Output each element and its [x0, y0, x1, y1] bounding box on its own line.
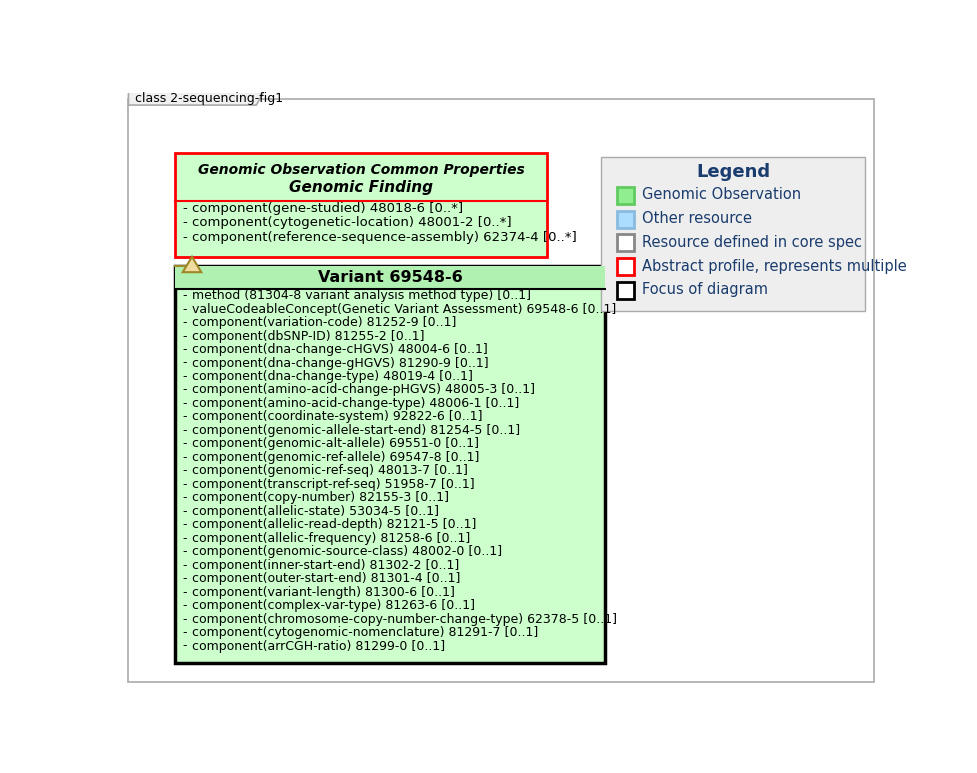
- Text: Abstract profile, represents multiple: Abstract profile, represents multiple: [641, 258, 906, 274]
- Text: Genomic Observation Common Properties: Genomic Observation Common Properties: [197, 162, 524, 176]
- Text: -: -: [183, 202, 188, 215]
- Text: component(genomic-allele-start-end) 81254-5 [0..1]: component(genomic-allele-start-end) 8125…: [191, 424, 520, 437]
- Text: -: -: [183, 289, 187, 302]
- Text: -: -: [183, 492, 187, 504]
- Bar: [601, 157, 864, 311]
- Text: -: -: [183, 545, 187, 558]
- Text: -: -: [183, 424, 187, 437]
- Bar: [616, 234, 633, 251]
- Text: component(variation-code) 81252-9 [0..1]: component(variation-code) 81252-9 [0..1]: [191, 316, 456, 329]
- Text: -: -: [183, 329, 187, 342]
- Bar: [616, 187, 633, 203]
- Bar: [175, 153, 546, 257]
- Text: component(cytogenomic-nomenclature) 81291-7 [0..1]: component(cytogenomic-nomenclature) 8129…: [191, 626, 537, 639]
- Text: component(arrCGH-ratio) 81299-0 [0..1]: component(arrCGH-ratio) 81299-0 [0..1]: [191, 639, 445, 652]
- Text: Genomic Observation: Genomic Observation: [641, 187, 800, 202]
- Text: Genomic Finding: Genomic Finding: [288, 179, 433, 195]
- Text: -: -: [183, 451, 187, 464]
- Polygon shape: [128, 91, 264, 105]
- Text: component(coordinate-system) 92822-6 [0..1]: component(coordinate-system) 92822-6 [0.…: [191, 410, 482, 424]
- Text: -: -: [183, 465, 187, 478]
- Text: -: -: [183, 397, 187, 410]
- Text: component(genomic-alt-allele) 69551-0 [0..1]: component(genomic-alt-allele) 69551-0 [0…: [191, 438, 479, 451]
- Bar: [616, 258, 633, 275]
- Text: component(outer-start-end) 81301-4 [0..1]: component(outer-start-end) 81301-4 [0..1…: [191, 572, 460, 585]
- Text: component(allelic-read-depth) 82121-5 [0..1]: component(allelic-read-depth) 82121-5 [0…: [191, 518, 476, 531]
- Text: -: -: [183, 438, 187, 451]
- Text: component(transcript-ref-seq) 51958-7 [0..1]: component(transcript-ref-seq) 51958-7 [0…: [191, 478, 474, 491]
- Text: component(allelic-frequency) 81258-6 [0..1]: component(allelic-frequency) 81258-6 [0.…: [191, 532, 470, 545]
- Bar: [175, 266, 605, 663]
- Text: component(genomic-ref-seq) 48013-7 [0..1]: component(genomic-ref-seq) 48013-7 [0..1…: [191, 465, 467, 478]
- Text: -: -: [183, 612, 187, 625]
- Text: -: -: [183, 316, 187, 329]
- Text: component(chromosome-copy-number-change-type) 62378-5 [0..1]: component(chromosome-copy-number-change-…: [191, 612, 616, 625]
- Text: class 2-sequencing-fig1: class 2-sequencing-fig1: [135, 92, 282, 104]
- Text: Other resource: Other resource: [641, 211, 750, 226]
- Text: Resource defined in core spec: Resource defined in core spec: [641, 235, 861, 250]
- Text: -: -: [183, 586, 187, 598]
- Polygon shape: [183, 257, 201, 272]
- Text: component(gene-studied) 48018-6 [0..*]: component(gene-studied) 48018-6 [0..*]: [191, 202, 463, 215]
- Text: component(complex-var-type) 81263-6 [0..1]: component(complex-var-type) 81263-6 [0..…: [191, 599, 475, 612]
- Bar: [616, 282, 633, 299]
- Text: -: -: [183, 383, 187, 397]
- Text: -: -: [183, 356, 187, 369]
- Text: -: -: [183, 343, 187, 356]
- Text: component(allelic-state) 53034-5 [0..1]: component(allelic-state) 53034-5 [0..1]: [191, 505, 439, 518]
- Text: component(cytogenetic-location) 48001-2 [0..*]: component(cytogenetic-location) 48001-2 …: [191, 216, 511, 230]
- Text: component(dna-change-gHGVS) 81290-9 [0..1]: component(dna-change-gHGVS) 81290-9 [0..…: [191, 356, 488, 369]
- Text: -: -: [183, 370, 187, 383]
- Text: component(genomic-source-class) 48002-0 [0..1]: component(genomic-source-class) 48002-0 …: [191, 545, 501, 558]
- Text: Focus of diagram: Focus of diagram: [641, 282, 767, 298]
- Text: component(inner-start-end) 81302-2 [0..1]: component(inner-start-end) 81302-2 [0..1…: [191, 559, 459, 572]
- Text: -: -: [183, 303, 187, 315]
- Bar: [175, 266, 605, 289]
- Text: -: -: [183, 532, 187, 545]
- Text: component(dna-change-cHGVS) 48004-6 [0..1]: component(dna-change-cHGVS) 48004-6 [0..…: [191, 343, 488, 356]
- Text: component(genomic-ref-allele) 69547-8 [0..1]: component(genomic-ref-allele) 69547-8 [0…: [191, 451, 479, 464]
- Text: -: -: [183, 518, 187, 531]
- Text: -: -: [183, 410, 187, 424]
- Text: component(copy-number) 82155-3 [0..1]: component(copy-number) 82155-3 [0..1]: [191, 492, 448, 504]
- Text: component(dbSNP-ID) 81255-2 [0..1]: component(dbSNP-ID) 81255-2 [0..1]: [191, 329, 424, 342]
- Text: component(variant-length) 81300-6 [0..1]: component(variant-length) 81300-6 [0..1]: [191, 586, 454, 598]
- Text: valueCodeableConcept(Genetic Variant Assessment) 69548-6 [0..1]: valueCodeableConcept(Genetic Variant Ass…: [191, 303, 616, 315]
- Text: -: -: [183, 559, 187, 572]
- Text: component(reference-sequence-assembly) 62374-4 [0..*]: component(reference-sequence-assembly) 6…: [191, 231, 576, 244]
- Text: -: -: [183, 231, 188, 244]
- Text: -: -: [183, 599, 187, 612]
- Text: method (81304-8 variant analysis method type) [0..1]: method (81304-8 variant analysis method …: [191, 289, 531, 302]
- Text: component(dna-change-type) 48019-4 [0..1]: component(dna-change-type) 48019-4 [0..1…: [191, 370, 473, 383]
- Text: Variant 69548-6: Variant 69548-6: [318, 270, 462, 284]
- Text: component(amino-acid-change-pHGVS) 48005-3 [0..1]: component(amino-acid-change-pHGVS) 48005…: [191, 383, 534, 397]
- Text: -: -: [183, 639, 187, 652]
- Text: -: -: [183, 626, 187, 639]
- Text: -: -: [183, 572, 187, 585]
- Bar: [616, 210, 633, 227]
- Text: -: -: [183, 216, 188, 230]
- Text: Legend: Legend: [696, 163, 769, 181]
- Text: component(amino-acid-change-type) 48006-1 [0..1]: component(amino-acid-change-type) 48006-…: [191, 397, 519, 410]
- Text: -: -: [183, 478, 187, 491]
- Text: -: -: [183, 505, 187, 518]
